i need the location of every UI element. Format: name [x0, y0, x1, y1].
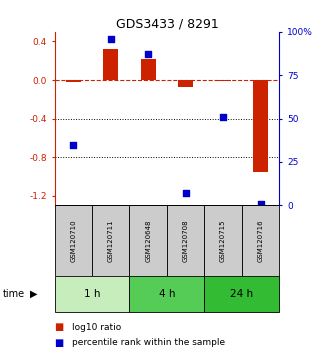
Text: GSM120715: GSM120715	[220, 219, 226, 262]
Bar	[129, 276, 204, 312]
Text: GSM120711: GSM120711	[108, 219, 114, 262]
Bar	[253, 80, 268, 172]
Bar	[92, 205, 129, 276]
Text: time: time	[3, 289, 25, 299]
Text: GSM120648: GSM120648	[145, 219, 151, 262]
Text: log10 ratio: log10 ratio	[72, 323, 121, 332]
Point	[108, 36, 113, 42]
Bar	[55, 276, 129, 312]
Bar	[141, 59, 156, 80]
Text: ▶: ▶	[30, 289, 37, 299]
Bar	[167, 205, 204, 276]
Point	[146, 52, 151, 57]
Text: 1 h: 1 h	[84, 289, 100, 299]
Point	[258, 201, 263, 206]
Text: GSM120708: GSM120708	[183, 219, 189, 262]
Bar	[66, 80, 81, 82]
Bar	[55, 205, 92, 276]
Bar	[216, 80, 230, 81]
Bar	[204, 276, 279, 312]
Point	[183, 190, 188, 196]
Bar	[242, 205, 279, 276]
Bar	[103, 49, 118, 80]
Point	[71, 142, 76, 147]
Text: GSM120710: GSM120710	[70, 219, 76, 262]
Text: ■: ■	[55, 338, 67, 348]
Text: GSM120716: GSM120716	[257, 219, 264, 262]
Text: percentile rank within the sample: percentile rank within the sample	[72, 338, 225, 347]
Bar	[178, 80, 193, 87]
Text: ■: ■	[55, 322, 67, 332]
Text: 4 h: 4 h	[159, 289, 175, 299]
Text: 24 h: 24 h	[230, 289, 253, 299]
Point	[221, 114, 226, 120]
Bar	[204, 205, 242, 276]
Bar	[129, 205, 167, 276]
Title: GDS3433 / 8291: GDS3433 / 8291	[116, 18, 218, 31]
